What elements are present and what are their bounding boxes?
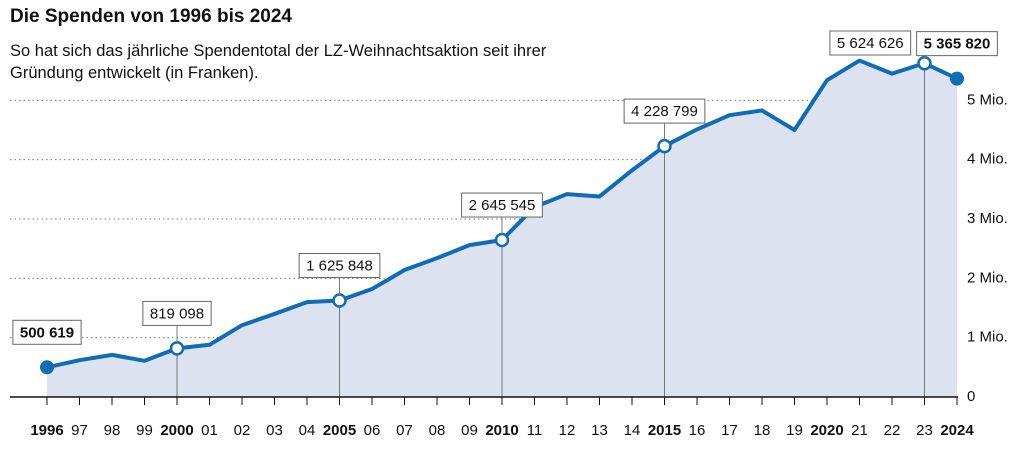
x-tick-label: 2015	[648, 422, 681, 439]
x-tick-label: 97	[71, 422, 88, 439]
value-label: 1 625 848	[306, 258, 373, 275]
x-tick-label: 08	[429, 422, 446, 439]
x-tick-label: 1996	[30, 422, 63, 439]
value-annotation: 2 645 545	[461, 192, 543, 235]
x-tick-label: 01	[201, 422, 218, 439]
value-box	[623, 98, 706, 124]
value-box	[12, 319, 82, 345]
x-tick-label: 06	[364, 422, 381, 439]
point-marker	[494, 232, 510, 248]
y-tick-label: 3 Mio.	[967, 210, 1008, 227]
value-annotation: 4 228 799	[623, 98, 706, 141]
x-tick-label: 07	[396, 422, 413, 439]
end-marker	[40, 360, 54, 375]
x-tick-label: 23	[916, 422, 933, 439]
y-tick-label: 2 Mio.	[967, 269, 1008, 286]
value-label: 2 645 545	[469, 197, 536, 214]
area	[47, 60, 957, 397]
value-label: 4 228 799	[631, 103, 698, 120]
point-marker	[917, 56, 932, 71]
x-tick-label: 16	[689, 422, 706, 439]
y-tick-label: 4 Mio.	[967, 151, 1008, 168]
x-tick-label: 02	[234, 422, 251, 439]
x-tick-label: 19	[786, 422, 803, 439]
x-tick-label: 03	[266, 422, 283, 439]
point-marker	[657, 138, 672, 154]
x-tick-label: 2010	[485, 422, 518, 439]
x-tick-label: 14	[624, 422, 641, 439]
chart-title: Die Spenden von 1996 bis 2024	[10, 6, 292, 27]
x-tick-label: 2005	[323, 422, 356, 439]
x-tick-label: 12	[559, 422, 576, 439]
value-annotation: 1 625 848	[298, 253, 381, 295]
x-tick-label: 2024	[940, 422, 974, 439]
value-label: 500 619	[20, 324, 74, 341]
point-marker	[169, 341, 185, 356]
value-label: 5 624 626	[837, 35, 904, 52]
end-marker	[950, 71, 964, 86]
y-tick-label: 5 Mio.	[967, 91, 1008, 108]
x-tick-label: 11	[527, 422, 543, 439]
value-annotation: 5 365 820	[916, 31, 998, 57]
x-tick-label: 98	[104, 422, 121, 439]
y-tick-label: 1 Mio.	[967, 329, 1008, 346]
x-tick-label: 09	[461, 422, 478, 439]
value-box	[916, 31, 998, 57]
x-tick-label: 21	[851, 422, 868, 439]
value-box	[298, 253, 381, 279]
point-marker	[332, 293, 347, 308]
value-annotation: 819 098	[142, 300, 212, 343]
x-tick-label: 17	[721, 422, 738, 439]
value-label: 5 365 820	[924, 36, 991, 53]
x-tick-label: 13	[591, 422, 608, 439]
x-tick-label: 22	[884, 422, 901, 439]
value-annotation: 500 619	[12, 319, 82, 345]
x-tick-label: 2000	[160, 422, 193, 439]
x-tick-label: 04	[299, 422, 316, 439]
value-box	[829, 30, 912, 56]
x-tick-label: 2020	[810, 422, 843, 439]
value-box	[142, 300, 212, 326]
x-tick-label: 99	[136, 422, 153, 439]
x-tick-label: 18	[754, 422, 771, 439]
value-annotation: 5 624 626	[829, 30, 925, 58]
value-label: 819 098	[150, 305, 204, 322]
chart-subtitle: So hat sich das jährliche Spendentotal d…	[10, 42, 547, 82]
y-tick-label: 0	[967, 388, 975, 405]
